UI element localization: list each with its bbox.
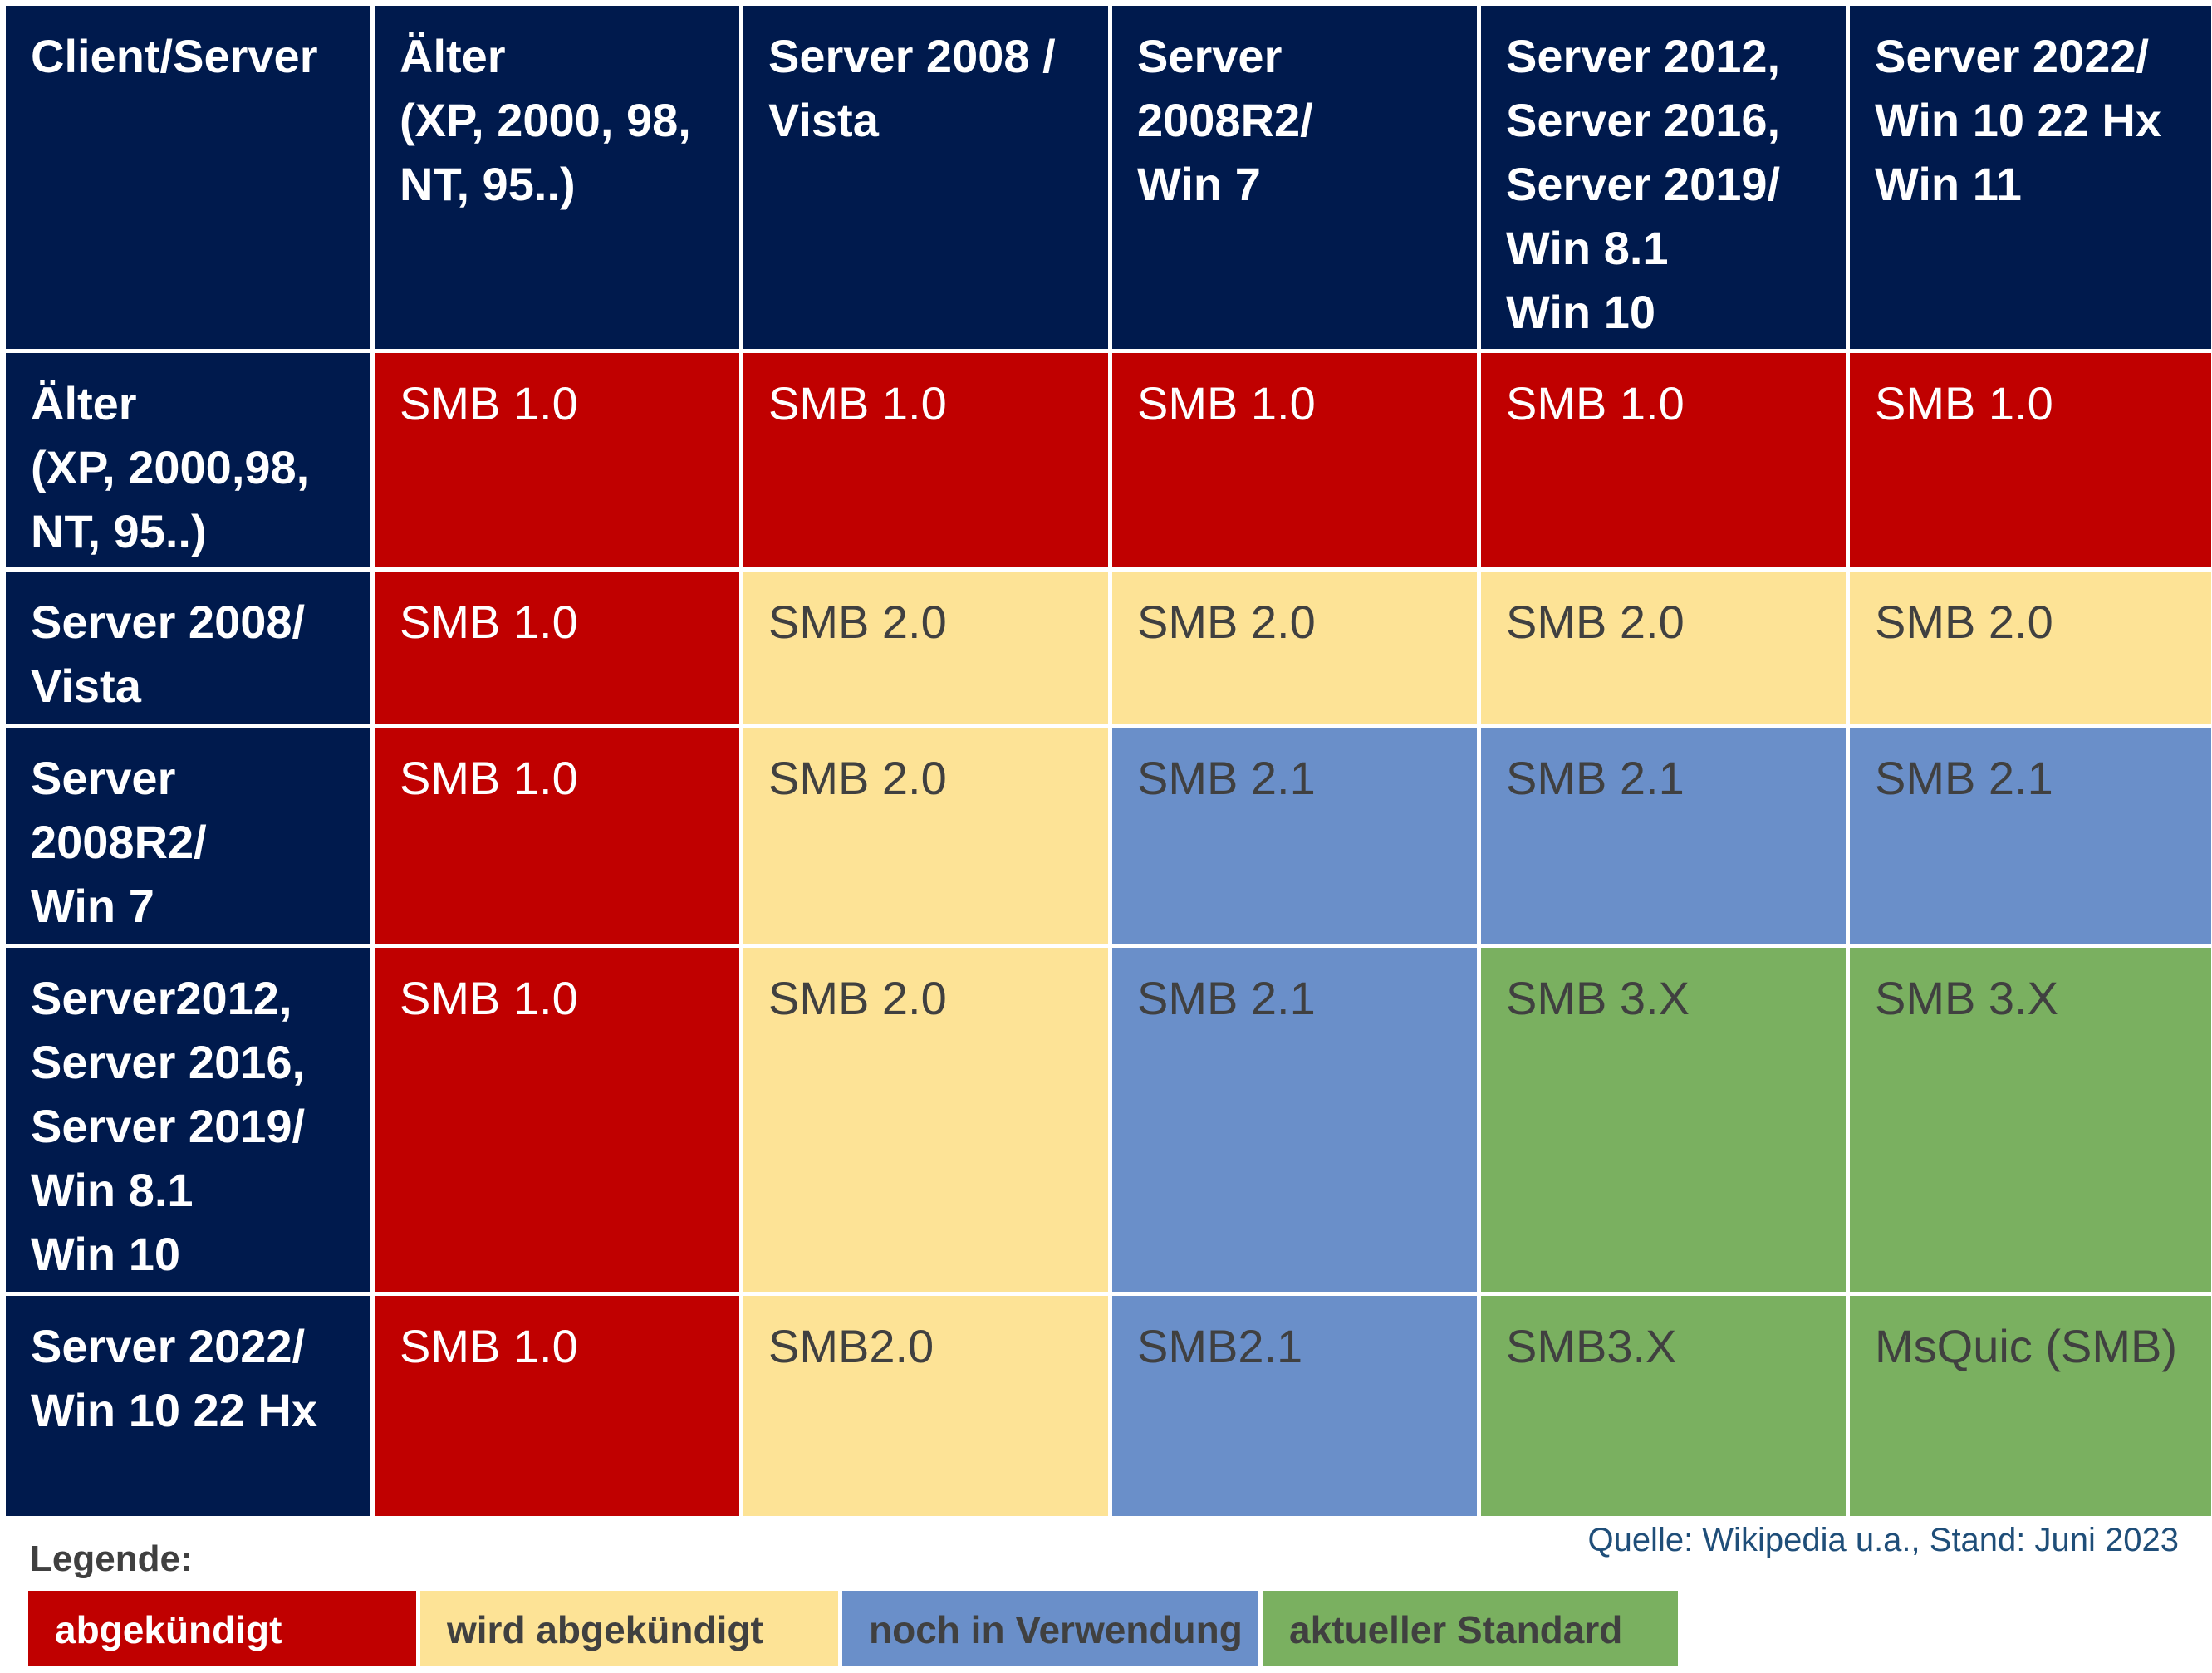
legend: abgekündigt wird abgekündigt noch in Ver… xyxy=(28,1591,1682,1666)
matrix-cell: SMB 1.0 xyxy=(370,944,743,1296)
corner-header: Client/Server xyxy=(2,2,375,353)
table-row: Server 2008/ Vista SMB 1.0 SMB 2.0 SMB 2… xyxy=(2,567,2212,728)
matrix-cell: SMB 2.0 xyxy=(1846,567,2212,728)
matrix-cell: SMB 2.0 xyxy=(739,724,1112,948)
row-header-server-2022: Server 2022/ Win 10 22 Hx xyxy=(2,1292,375,1520)
legend-item-abgekuendigt: abgekündigt xyxy=(28,1591,420,1666)
header-row: Client/Server Älter (XP, 2000, 98, NT, 9… xyxy=(2,2,2212,353)
matrix-cell: SMB 1.0 xyxy=(1846,349,2212,572)
source-note: Quelle: Wikipedia u.a., Stand: Juni 2023 xyxy=(1587,1522,2179,1558)
matrix-cell: SMB 2.1 xyxy=(1108,724,1481,948)
matrix-cell: SMB 2.1 xyxy=(1108,944,1481,1296)
legend-item-wird-abgekuendigt: wird abgekündigt xyxy=(420,1591,842,1666)
matrix-cell: SMB2.0 xyxy=(739,1292,1112,1520)
matrix-cell: SMB 1.0 xyxy=(370,1292,743,1520)
matrix-cell: SMB 3.X xyxy=(1846,944,2212,1296)
matrix-cell: SMB 1.0 xyxy=(1108,349,1481,572)
row-header-server-2008r2: Server 2008R2/ Win 7 xyxy=(2,724,375,948)
matrix-cell: SMB2.1 xyxy=(1108,1292,1481,1520)
legend-item-aktueller-standard: aktueller Standard xyxy=(1263,1591,1682,1666)
column-header-server-2008r2: Server 2008R2/ Win 7 xyxy=(1108,2,1481,353)
matrix-cell: SMB 1.0 xyxy=(370,567,743,728)
column-header-aelter: Älter (XP, 2000, 98, NT, 95..) xyxy=(370,2,743,353)
table-row: Server 2022/ Win 10 22 Hx SMB 1.0 SMB2.0… xyxy=(2,1292,2212,1520)
matrix-cell: SMB 2.1 xyxy=(1477,724,1850,948)
table-row: Älter (XP, 2000,98, NT, 95..) SMB 1.0 SM… xyxy=(2,349,2212,572)
matrix-cell: SMB 1.0 xyxy=(1477,349,1850,572)
matrix-cell: SMB 1.0 xyxy=(739,349,1112,572)
matrix-cell: SMB 2.0 xyxy=(1477,567,1850,728)
matrix-cell: SMB 2.0 xyxy=(739,567,1112,728)
row-header-server-2012-2019: Server2012, Server 2016, Server 2019/ Wi… xyxy=(2,944,375,1296)
legend-item-noch-in-verwendung: noch in Verwendung xyxy=(842,1591,1263,1666)
table-row: Server 2008R2/ Win 7 SMB 1.0 SMB 2.0 SMB… xyxy=(2,724,2212,948)
column-header-server-2012-2019: Server 2012, Server 2016, Server 2019/ W… xyxy=(1477,2,1850,353)
matrix-cell: SMB 2.1 xyxy=(1846,724,2212,948)
legend-title: Legende: xyxy=(30,1538,193,1579)
table-row: Server2012, Server 2016, Server 2019/ Wi… xyxy=(2,944,2212,1296)
column-header-server-2022: Server 2022/ Win 10 22 Hx Win 11 xyxy=(1846,2,2212,353)
row-header-server-2008: Server 2008/ Vista xyxy=(2,567,375,728)
matrix-cell: MsQuic (SMB) xyxy=(1846,1292,2212,1520)
row-header-aelter: Älter (XP, 2000,98, NT, 95..) xyxy=(2,349,375,572)
matrix-cell: SMB 1.0 xyxy=(370,724,743,948)
matrix-cell: SMB 1.0 xyxy=(370,349,743,572)
matrix-cell: SMB 3.X xyxy=(1477,944,1850,1296)
smb-compatibility-table: Client/Server Älter (XP, 2000, 98, NT, 9… xyxy=(2,2,2212,1520)
matrix-cell: SMB3.X xyxy=(1477,1292,1850,1520)
matrix-cell: SMB 2.0 xyxy=(1108,567,1481,728)
matrix-cell: SMB 2.0 xyxy=(739,944,1112,1296)
column-header-server-2008: Server 2008 / Vista xyxy=(739,2,1112,353)
